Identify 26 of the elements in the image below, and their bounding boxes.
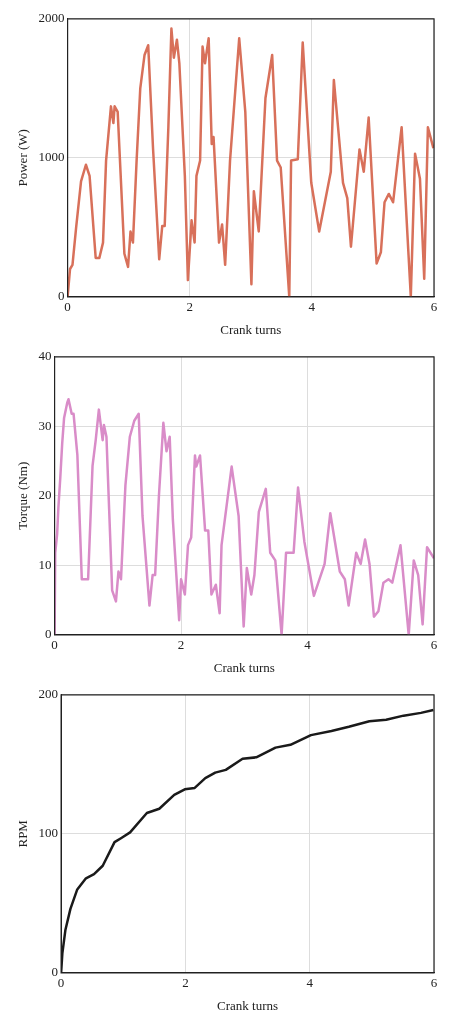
x-axis-title: Crank turns [220, 321, 282, 337]
y-tick-label: 200 [38, 686, 59, 702]
x-tick-label: 6 [430, 975, 438, 991]
x-tick-label: 6 [430, 299, 438, 315]
x-tick-label: 4 [306, 975, 314, 991]
y-tick-label: 100 [38, 825, 59, 841]
y-tick-label: 0 [45, 626, 52, 642]
y-tick-label: 0 [51, 964, 59, 980]
x-tick-label: 2 [186, 299, 193, 315]
y-axis-title: Power (W) [15, 129, 31, 187]
y-tick-label: 30 [38, 417, 52, 433]
y-axis-title: Torque (Nm) [15, 461, 31, 530]
x-axis-title: Crank turns [217, 997, 279, 1013]
y-tick-label: 10 [38, 556, 52, 572]
x-tick-label: 4 [304, 637, 312, 653]
y-tick-label: 1000 [38, 149, 65, 165]
x-tick-label: 2 [182, 975, 189, 991]
y-tick-label: 0 [58, 288, 65, 304]
y-tick-label: 40 [38, 348, 52, 364]
x-tick-label: 6 [430, 637, 438, 653]
y-axis-title: RPM [15, 819, 31, 848]
y-tick-label: 2000 [38, 10, 65, 26]
y-tick-label: 20 [38, 487, 52, 503]
x-axis-title: Crank turns [213, 659, 275, 675]
x-tick-label: 4 [308, 299, 316, 315]
x-tick-label: 2 [177, 637, 185, 653]
